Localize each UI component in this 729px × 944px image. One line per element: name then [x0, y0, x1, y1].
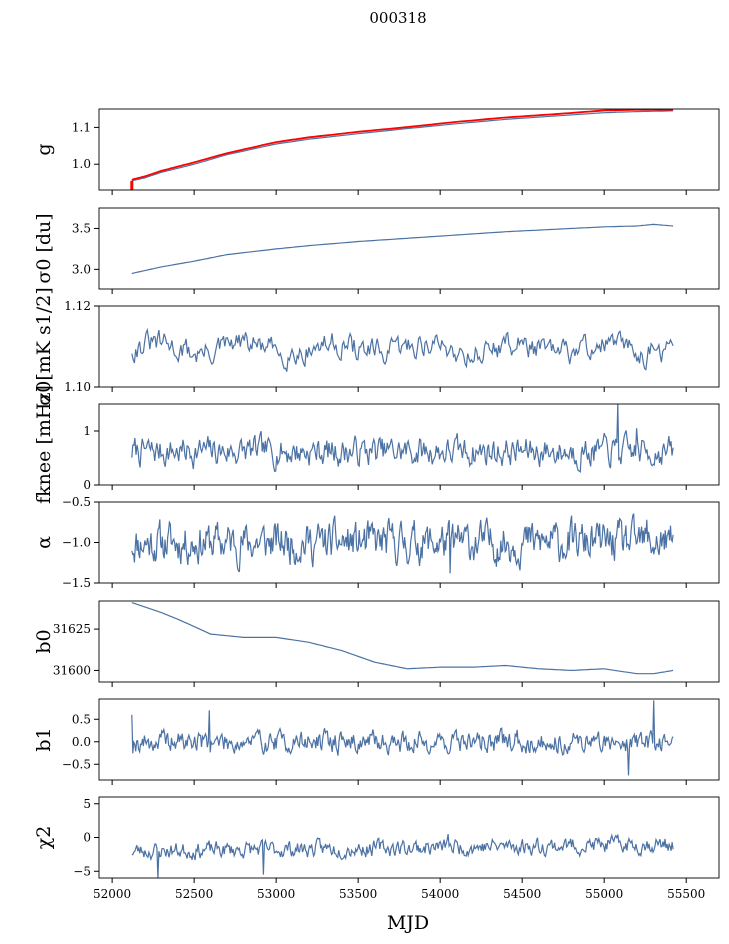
x-tick-label: 52500: [175, 887, 213, 901]
x-tick-label: 52000: [93, 887, 131, 901]
y-tick-label: 1.12: [64, 299, 91, 313]
series-line-alpha: [131, 512, 674, 574]
y-tick-label: −1.0: [62, 536, 91, 550]
y-axis-label: α: [33, 536, 55, 549]
y-tick-label: 0: [83, 831, 91, 845]
axes-frame: [98, 600, 720, 683]
series-line-b0: [131, 602, 674, 675]
x-tick-label: 55000: [585, 887, 623, 901]
axes-frame: [98, 207, 720, 290]
x-tick-label: 54500: [503, 887, 541, 901]
panel-7: −0.5 0.0 0.5 b1: [33, 698, 720, 785]
y-tick-label: 31600: [53, 663, 91, 677]
series-line-g-red-: [131, 109, 674, 181]
x-tick-label: 54000: [421, 887, 459, 901]
y-axis-label: σ0 [du]: [33, 213, 55, 283]
y-tick-label: 0: [83, 478, 91, 492]
axes-frame: [98, 796, 720, 879]
y-axis-label: b1: [33, 727, 55, 751]
axes-frame: [98, 403, 720, 486]
y-tick-label: 3.0: [72, 262, 91, 276]
axes-frame: [98, 305, 720, 388]
panel-3: 1.10 1.12 σ0[mK s1/2]: [33, 287, 720, 406]
panel-4: 0 1 fknee [mHz]: [33, 385, 720, 504]
y-tick-label: −1.5: [62, 576, 91, 590]
panel-5: −1.5 −1.0 −0.5 α: [33, 495, 720, 590]
y-axis-label: χ2: [33, 826, 55, 850]
panel-2: 3.0 3.5 σ0 [du]: [33, 207, 720, 294]
y-tick-label: 0.0: [72, 735, 91, 749]
y-tick-label: 1.0: [72, 157, 91, 171]
y-axis-label: g: [33, 143, 55, 155]
y-tick-label: 5: [83, 797, 91, 811]
series-line-sigma0-mk: [131, 327, 674, 372]
y-tick-label: 1: [83, 424, 91, 438]
axes-frame: [98, 698, 720, 781]
x-tick-label: 55500: [667, 887, 705, 901]
y-tick-label: 0.5: [72, 712, 91, 726]
panel-1: 1.0 1.1 g: [33, 108, 720, 195]
y-tick-label: −5: [73, 864, 91, 878]
y-tick-label: 1.1: [72, 120, 91, 134]
x-tick-label: 53000: [257, 887, 295, 901]
y-axis-label: fknee [mHz]: [33, 385, 55, 504]
figure-title: 000318: [369, 9, 426, 27]
y-axis-label: b0: [33, 629, 55, 653]
panel-8: −5 0 5 52000 52500 53000 53500 54000 54500 55000 5…: [33, 796, 720, 901]
y-tick-label: −0.5: [62, 495, 91, 509]
y-axis-label: σ0[mK s1/2]: [33, 287, 55, 405]
series-line-g: [131, 110, 674, 182]
series-line-fknee: [131, 404, 674, 474]
y-tick-label: 3.5: [72, 221, 91, 235]
x-axis-label: MJD: [387, 912, 429, 934]
series-line-b1: [131, 700, 674, 776]
series-line-sigma0: [131, 223, 674, 275]
series-line-chi2: [131, 833, 674, 878]
axes-frame: [98, 108, 720, 191]
y-tick-label: −0.5: [62, 757, 91, 771]
y-tick-label: 31625: [53, 622, 91, 636]
x-tick-label: 53500: [339, 887, 377, 901]
y-tick-label: 1.10: [64, 380, 91, 394]
